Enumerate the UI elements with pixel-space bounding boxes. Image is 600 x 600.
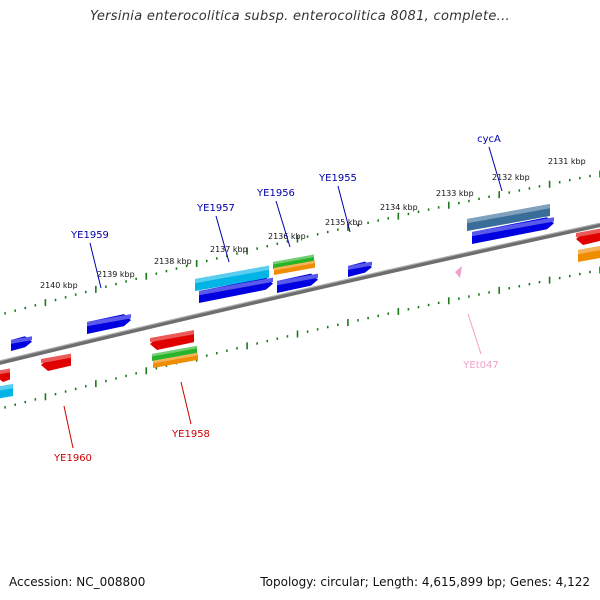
gene-label-ye1959: YE1959 (70, 230, 109, 241)
forward-gene-arrow-highlight (277, 273, 318, 286)
reverse-gene-arrow-highlight (150, 330, 194, 343)
gene-label-ye1955: YE1955 (318, 173, 357, 184)
steel-feature-block-highlight (467, 204, 550, 224)
forward-gene-arrow (87, 314, 131, 334)
forward-gene-arrow-highlight (348, 261, 372, 270)
reverse-gene-arrow (576, 228, 600, 245)
orange-feature-block (274, 260, 315, 275)
steel-feature-block (467, 204, 550, 231)
scale-label: 2139 kbp (97, 270, 135, 279)
scale-label: 2140 kbp (40, 281, 78, 290)
orange-feature-block (578, 246, 600, 262)
scale-label: 2131 kbp (548, 157, 586, 166)
leader-line-yet047 (467, 313, 482, 355)
backbone-line (0, 223, 600, 365)
gene-label-yet047: YEt047 (462, 360, 498, 371)
forward-gene-arrow (277, 273, 318, 293)
leader-line-cyca (488, 146, 503, 192)
scale-label: 2134 kbp (380, 203, 418, 212)
leader-line-ye1957 (215, 215, 230, 263)
reverse-gene-arrow-highlight (0, 368, 10, 375)
green-feature-block-highlight (273, 254, 314, 265)
reverse-gene-arrow-highlight (41, 353, 71, 364)
forward-gene-arrow-highlight (87, 314, 131, 327)
cyan-feature-block-highlight (195, 265, 269, 284)
forward-gene-arrow (199, 277, 273, 303)
gene-label-ye1960: YE1960 (53, 453, 92, 464)
green-feature-block (273, 254, 314, 269)
green-feature-block (152, 345, 197, 361)
accession-text: Accession: NC_008800 (9, 575, 146, 589)
scale-label: 2137 kbp (210, 245, 248, 254)
scale-label: 2135 kbp (325, 218, 363, 227)
orange-feature-block-highlight (153, 352, 198, 364)
forward-gene-arrow-highlight (472, 217, 554, 237)
reverse-gene-arrow-highlight (576, 228, 600, 238)
gene-label-cyca: cycA (477, 134, 501, 145)
orange-feature-block-highlight (274, 260, 315, 271)
scale-label: 2133 kbp (436, 189, 474, 198)
leader-line-ye1959 (89, 242, 102, 289)
leader-line-ye1960 (63, 405, 74, 449)
forward-gene-arrow-highlight (11, 336, 32, 344)
reverse-gene-arrow (0, 368, 10, 382)
leader-line-ye1958 (180, 381, 192, 425)
backbone-highlight (0, 222, 600, 362)
scale-label: 2132 kbp (492, 173, 530, 182)
cyan-feature-block (0, 383, 13, 399)
forward-gene-arrow (472, 217, 554, 244)
orange-feature-block-highlight (578, 246, 600, 255)
map-title: Yersinia enterocolitica subsp. enterocol… (90, 9, 510, 24)
trna-marker (455, 266, 462, 278)
gene-label-ye1958: YE1958 (171, 429, 210, 440)
cyan-feature-block (195, 265, 269, 291)
reverse-gene-arrow (41, 353, 71, 371)
forward-gene-arrow (11, 336, 32, 351)
gene-label-ye1956: YE1956 (256, 188, 295, 199)
cyan-feature-block-highlight (0, 383, 13, 391)
scale-label: 2138 kbp (154, 257, 192, 266)
topology-text: Topology: circular; Length: 4,615,899 bp… (260, 575, 590, 589)
leader-line-ye1956 (275, 200, 291, 248)
leader-line-ye1955 (337, 185, 351, 233)
green-feature-block-highlight (152, 345, 197, 357)
forward-gene-arrow-highlight (199, 277, 273, 296)
reverse-gene-arrow (150, 330, 194, 350)
gene-label-ye1957: YE1957 (196, 203, 235, 214)
orange-feature-block (153, 352, 198, 368)
forward-gene-arrow (348, 261, 372, 277)
